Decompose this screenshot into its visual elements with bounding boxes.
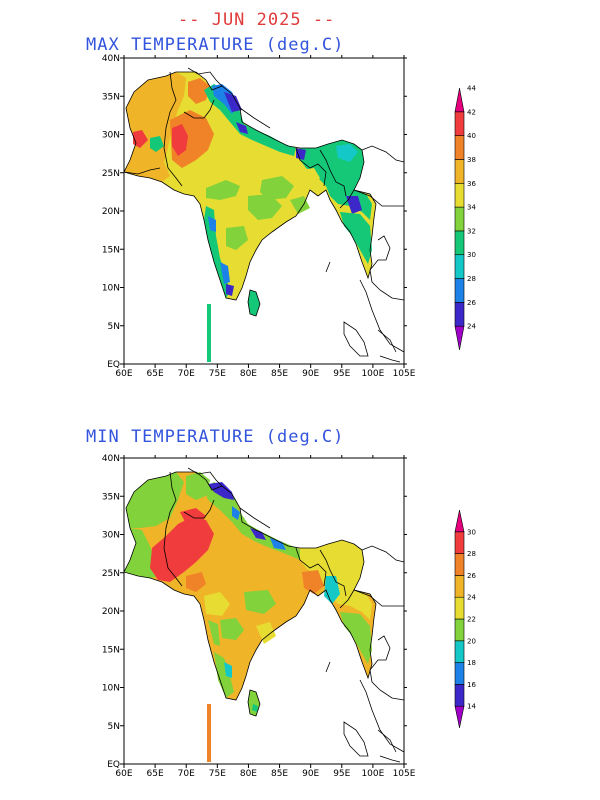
colorbar-label: 36 (467, 180, 476, 188)
x-tick-label: 105E (393, 369, 416, 379)
colorbars: 24 26 28 30 32 34 36 38 40 42 44 14 16 18 20 22 24 26 28 30 (454, 85, 476, 729)
colorbar-swatch (454, 206, 465, 232)
colorbar-swatch (454, 705, 465, 729)
colorbar-label: 16 (467, 681, 476, 689)
colorbar-label: 26 (467, 572, 476, 580)
y-tick-label: 30N (102, 531, 120, 541)
y-tick-label: EQ (107, 360, 120, 370)
y-tick-label: 20N (102, 207, 120, 217)
colorbar-swatch (454, 87, 465, 113)
colorbar-label: 28 (467, 550, 476, 558)
x-tick-label: 80E (240, 769, 257, 779)
colorbar-swatch (454, 254, 465, 279)
y-tick-label: 5N (108, 722, 120, 732)
x-tick-label: 80E (240, 369, 257, 379)
colorbar-label: 32 (467, 227, 476, 235)
x-tick-label: 70E (178, 369, 195, 379)
y-tick-label: 35N (102, 492, 120, 502)
colorbar-label: 22 (467, 616, 476, 624)
x-tick-label: 65E (147, 769, 164, 779)
colorbar-label: 40 (467, 132, 476, 140)
max-temperature-title: MAX TEMPERATURE (deg.C) (86, 35, 345, 55)
y-tick-label: 10N (102, 284, 120, 294)
x-tick-label: 95E (333, 769, 350, 779)
colorbar-min: 14 16 18 20 22 24 26 28 30 (454, 509, 476, 729)
y-tick-label: 35N (102, 92, 120, 102)
max-temperature-map (124, 67, 404, 363)
x-tick-label: 60E (115, 769, 132, 779)
x-tick-label: 90E (302, 769, 319, 779)
colorbar-swatch (454, 302, 465, 327)
main-title: -- JUN 2025 -- (178, 10, 336, 30)
colorbar-swatch (454, 230, 465, 256)
x-tick-label: 85E (271, 369, 288, 379)
y-tick-label: 40N (102, 54, 120, 64)
colorbar-label: 20 (467, 637, 476, 645)
colorbar-swatch (454, 662, 465, 685)
colorbar-swatch (454, 278, 465, 303)
y-tick-label: 10N (102, 684, 120, 694)
y-tick-label: 5N (108, 322, 120, 332)
y-tick-label: 30N (102, 131, 120, 141)
colorbar-swatch (454, 325, 465, 351)
colorbar-label: 42 (467, 108, 476, 116)
x-tick-label: 90E (302, 369, 319, 379)
y-tick-label: 40N (102, 454, 120, 464)
colorbar-swatch (454, 182, 465, 208)
colorbar-swatch (454, 159, 465, 184)
colorbar-swatch (454, 684, 465, 707)
colorbar-label: 28 (467, 275, 476, 283)
y-tick-label: 15N (102, 645, 120, 655)
colorbar-label: 26 (467, 299, 476, 307)
colorbar-label: 34 (467, 204, 476, 212)
min-temperature-map (124, 467, 404, 763)
y-tick-label: 25N (102, 169, 120, 179)
colorbar-swatch (454, 111, 465, 136)
colorbar-label: 38 (467, 156, 476, 164)
axes: 60E 65E 70E 75E 80E 85E 90E 95E 100E 105E EQ 5N 10N 1… (102, 54, 416, 779)
x-tick-label: 75E (209, 769, 226, 779)
x-tick-label: 75E (209, 369, 226, 379)
colorbar-label: 14 (467, 703, 476, 711)
min-temperature-title: MIN TEMPERATURE (deg.C) (86, 427, 345, 447)
colorbar-swatch (454, 575, 465, 598)
colorbar-max: 24 26 28 30 32 34 36 38 40 42 44 (454, 85, 476, 351)
colorbar-swatch (454, 640, 465, 663)
colorbar-swatch (454, 509, 465, 533)
colorbar-label: 30 (467, 251, 476, 259)
y-tick-label: EQ (107, 760, 120, 770)
x-tick-label: 100E (361, 369, 384, 379)
y-tick-label: 20N (102, 607, 120, 617)
colorbar-label: 18 (467, 659, 476, 667)
colorbar-swatch (454, 553, 465, 576)
y-tick-label: 25N (102, 569, 120, 579)
colorbar-swatch (454, 531, 465, 554)
x-tick-label: 95E (333, 369, 350, 379)
x-tick-label: 60E (115, 369, 132, 379)
colorbar-swatch (454, 618, 465, 642)
colorbar-swatch (454, 596, 465, 620)
x-tick-label: 65E (147, 369, 164, 379)
colorbar-label: 44 (467, 85, 476, 93)
x-tick-label: 105E (393, 769, 416, 779)
x-tick-label: 85E (271, 769, 288, 779)
colorbar-label: 30 (467, 528, 476, 536)
colorbar-label: 24 (467, 323, 476, 331)
x-tick-label: 100E (361, 769, 384, 779)
colorbar-label: 24 (467, 594, 476, 602)
colorbar-swatch (454, 135, 465, 160)
y-tick-label: 15N (102, 245, 120, 255)
x-tick-label: 70E (178, 769, 195, 779)
